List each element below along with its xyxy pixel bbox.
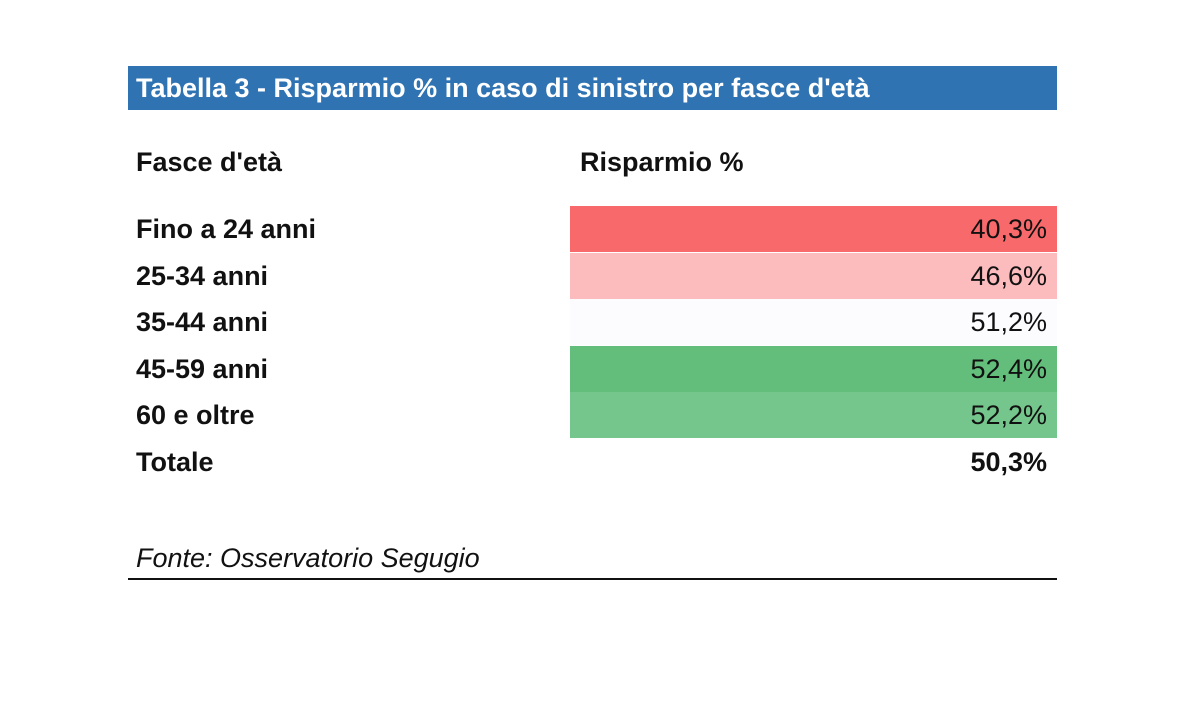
row-label: 45-59 anni — [136, 354, 269, 384]
column-header-saving: Risparmio % — [580, 147, 744, 177]
row-label: 60 e oltre — [136, 400, 255, 430]
row-label: 35-44 anni — [136, 307, 269, 337]
row-value: 52,4% — [570, 346, 1057, 392]
total-value: 50,3% — [970, 447, 1047, 477]
row-value: 51,2% — [570, 299, 1057, 345]
column-header-age: Fasce d'età — [136, 147, 282, 177]
row-value: 46,6% — [570, 253, 1057, 299]
row-value: 40,3% — [570, 206, 1057, 252]
total-label: Totale — [136, 447, 214, 477]
row-label: Fino a 24 anni — [136, 214, 317, 244]
row-value: 52,2% — [570, 392, 1057, 438]
source-note: Fonte: Osservatorio Segugio — [136, 543, 480, 573]
bottom-rule — [128, 578, 1057, 580]
row-label: 25-34 anni — [136, 261, 269, 291]
table-title: Tabella 3 - Risparmio % in caso di sinis… — [128, 66, 1057, 110]
